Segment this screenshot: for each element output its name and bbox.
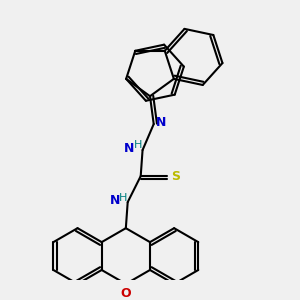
Text: H: H xyxy=(119,193,127,202)
Text: O: O xyxy=(121,287,131,300)
Text: N: N xyxy=(124,142,135,155)
Text: N: N xyxy=(156,116,166,129)
Text: H: H xyxy=(134,140,142,151)
Text: S: S xyxy=(172,169,181,183)
Text: N: N xyxy=(110,194,120,207)
